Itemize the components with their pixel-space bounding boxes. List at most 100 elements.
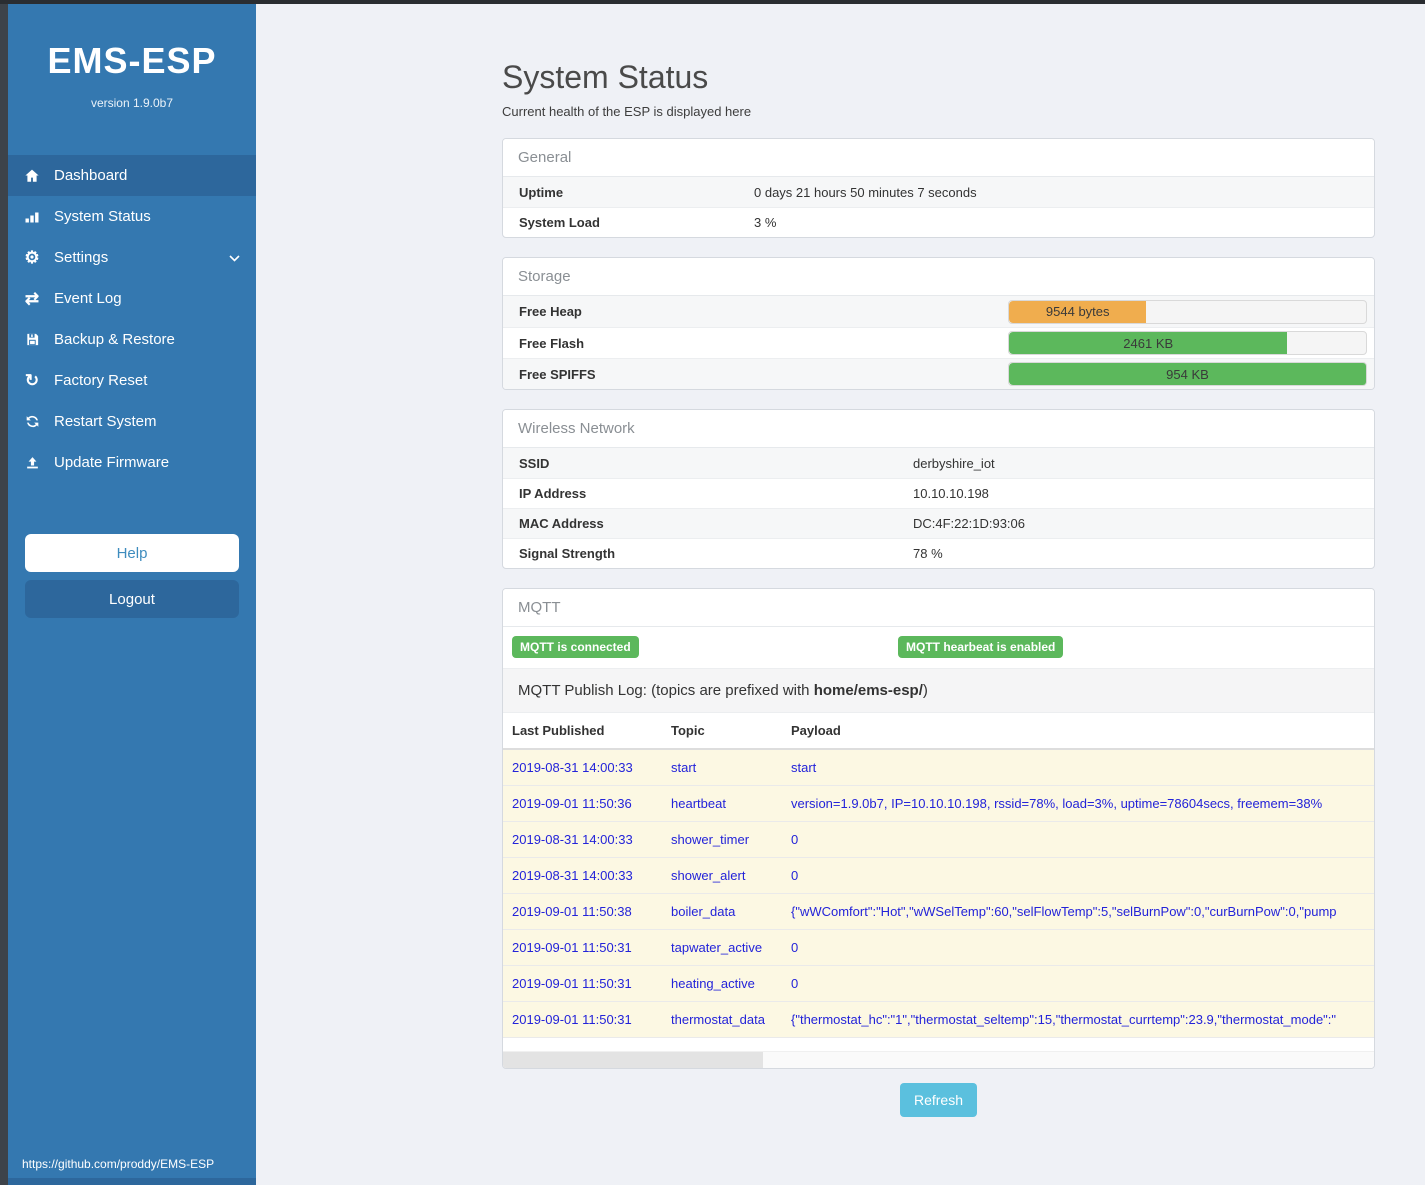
row-mac-address: MAC Address DC:4F:22:1D:93:06 xyxy=(503,508,1374,538)
sidebar-bottom-strip xyxy=(8,1178,256,1185)
log-payload: 0 xyxy=(791,832,799,847)
table-gap xyxy=(503,1038,1374,1051)
progress-label: 2461 KB xyxy=(1123,335,1174,351)
log-payload: 0 xyxy=(791,976,799,991)
row-label: IP Address xyxy=(519,486,587,501)
github-link[interactable]: https://github.com/proddy/EMS-ESP xyxy=(22,1157,215,1171)
sidebar-item-system-status[interactable]: System Status xyxy=(8,196,256,237)
main-content: System Status Current health of the ESP … xyxy=(502,4,1375,1117)
row-ssid: SSID derbyshire_iot xyxy=(503,448,1374,478)
sidebar-item-label: Update Firmware xyxy=(54,454,170,471)
general-rows: Uptime 0 days 21 hours 50 minutes 7 seco… xyxy=(503,177,1374,237)
progress-bar-free-heap: 9544 bytes xyxy=(1009,300,1147,323)
sidebar-item-settings[interactable]: ⚙ Settings xyxy=(8,237,256,278)
row-free-flash: Free Flash 2461 KB xyxy=(503,327,1374,358)
panel-storage-title: Storage xyxy=(503,258,1374,296)
progress-track: 9544 bytes xyxy=(1008,299,1367,324)
log-topic: boiler_data xyxy=(671,904,736,919)
scrollbar-thumb[interactable] xyxy=(503,1052,763,1068)
row-value: DC:4F:22:1D:93:06 xyxy=(913,516,1026,531)
log-topic: start xyxy=(671,760,697,775)
log-topic: thermostat_data xyxy=(671,1012,765,1027)
mqtt-connected-badge: MQTT is connected xyxy=(512,636,639,658)
row-signal-strength: Signal Strength 78 % xyxy=(503,538,1374,568)
row-label: SSID xyxy=(519,455,550,471)
log-row: 2019-09-01 11:50:31 tapwater_active 0 xyxy=(503,930,1374,966)
panel-wireless-network: Wireless Network SSID derbyshire_iot IP … xyxy=(502,409,1375,569)
log-table-body: 2019-08-31 14:00:33 start start 2019-09-… xyxy=(503,750,1374,1038)
log-date: 2019-09-01 11:50:31 xyxy=(512,1012,632,1027)
panel-general-title: General xyxy=(503,139,1374,177)
storage-rows: Free Heap 9544 bytes Free Flash 2461 KB … xyxy=(503,296,1374,389)
sidebar-item-dashboard[interactable]: Dashboard xyxy=(8,155,256,196)
mqtt-publish-log-caption: MQTT Publish Log: (topics are prefixed w… xyxy=(503,668,1374,713)
log-payload: 0 xyxy=(791,868,799,883)
publish-log-prefix: MQTT Publish Log: (topics are prefixed w… xyxy=(518,682,814,699)
row-ip-address: IP Address 10.10.10.198 xyxy=(503,478,1374,508)
log-date: 2019-08-31 14:00:33 xyxy=(512,832,633,847)
sidebar-item-factory-reset[interactable]: ↻ Factory Reset xyxy=(8,360,256,401)
log-row: 2019-09-01 11:50:31 thermostat_data {"th… xyxy=(503,1002,1374,1038)
col-payload: Payload xyxy=(791,723,841,738)
rotate-right-icon: ↻ xyxy=(24,370,40,390)
sidebar-item-update-firmware[interactable]: Update Firmware xyxy=(8,442,256,483)
horizontal-scrollbar xyxy=(503,1051,1374,1068)
row-label: Signal Strength xyxy=(519,546,616,561)
page-title: System Status xyxy=(502,59,709,95)
row-label: Free Flash xyxy=(519,335,585,351)
panel-wireless-title: Wireless Network xyxy=(503,410,1374,448)
save-icon xyxy=(22,332,42,347)
panel-mqtt-title: MQTT xyxy=(503,589,1374,627)
publish-log-topic-prefix: home/ems-esp/ xyxy=(813,682,923,699)
panel-storage: Storage Free Heap 9544 bytes Free Flash … xyxy=(502,257,1375,390)
sidebar-item-label: System Status xyxy=(54,208,151,225)
log-date: 2019-09-01 11:50:36 xyxy=(512,796,632,811)
log-row: 2019-09-01 11:50:38 boiler_data {"wWComf… xyxy=(503,894,1374,930)
sidebar-item-label: Settings xyxy=(54,249,109,266)
log-row: 2019-09-01 11:50:31 heating_active 0 xyxy=(503,966,1374,1002)
row-label: Uptime xyxy=(519,184,564,200)
chevron-down-icon xyxy=(229,249,240,266)
gear-icon: ⚙ xyxy=(24,247,40,267)
progress-track: 954 KB xyxy=(1008,362,1367,386)
sidebar-menu: Dashboard System Status ⚙ Settings ⇄ Eve… xyxy=(8,155,256,483)
sidebar: EMS-ESP version 1.9.0b7 Dashboard System… xyxy=(8,0,256,1185)
sidebar-item-backup-restore[interactable]: Backup & Restore xyxy=(8,319,256,360)
log-payload: start xyxy=(791,760,817,775)
row-value: 10.10.10.198 xyxy=(913,486,989,501)
mqtt-heartbeat-badge: MQTT hearbeat is enabled xyxy=(898,636,1064,658)
sidebar-item-event-log[interactable]: ⇄ Event Log xyxy=(8,278,256,319)
log-payload: 0 xyxy=(791,940,799,955)
sidebar-item-label: Event Log xyxy=(54,290,122,307)
bar-chart-icon xyxy=(22,209,42,225)
row-uptime: Uptime 0 days 21 hours 50 minutes 7 seco… xyxy=(503,177,1374,207)
log-payload: {"thermostat_hc":"1","thermostat_seltemp… xyxy=(791,1012,1337,1027)
row-value: 78 % xyxy=(913,546,943,561)
log-topic: shower_timer xyxy=(671,832,750,847)
upload-icon xyxy=(22,455,42,470)
log-topic: heartbeat xyxy=(671,796,726,811)
sidebar-item-restart-system[interactable]: Restart System xyxy=(8,401,256,442)
log-row: 2019-08-31 14:00:33 start start xyxy=(503,750,1374,786)
row-value: 3 % xyxy=(754,215,777,230)
sidebar-item-label: Backup & Restore xyxy=(54,331,175,348)
log-table-header: Last Published Topic Payload xyxy=(503,713,1374,750)
log-topic: heating_active xyxy=(671,976,755,991)
row-free-spiffs: Free SPIFFS 954 KB xyxy=(503,358,1374,389)
log-date: 2019-09-01 11:50:31 xyxy=(512,940,632,955)
row-system-load: System Load 3 % xyxy=(503,207,1374,237)
logout-button[interactable]: Logout xyxy=(25,580,239,618)
row-free-heap: Free Heap 9544 bytes xyxy=(503,296,1374,327)
sidebar-item-label: Dashboard xyxy=(54,167,128,184)
app-version: version 1.9.0b7 xyxy=(90,96,174,110)
log-topic: shower_alert xyxy=(671,868,746,883)
log-row: 2019-09-01 11:50:36 heartbeat version=1.… xyxy=(503,786,1374,822)
log-date: 2019-09-01 11:50:38 xyxy=(512,904,632,919)
panel-general: General Uptime 0 days 21 hours 50 minute… xyxy=(502,138,1375,238)
refresh-button[interactable]: Refresh xyxy=(899,1083,978,1117)
row-label: Free Heap xyxy=(519,304,582,319)
left-border-strip xyxy=(0,0,8,1185)
help-button[interactable]: Help xyxy=(25,534,239,572)
row-label: System Load xyxy=(519,215,600,230)
row-label: Free SPIFFS xyxy=(519,366,596,382)
